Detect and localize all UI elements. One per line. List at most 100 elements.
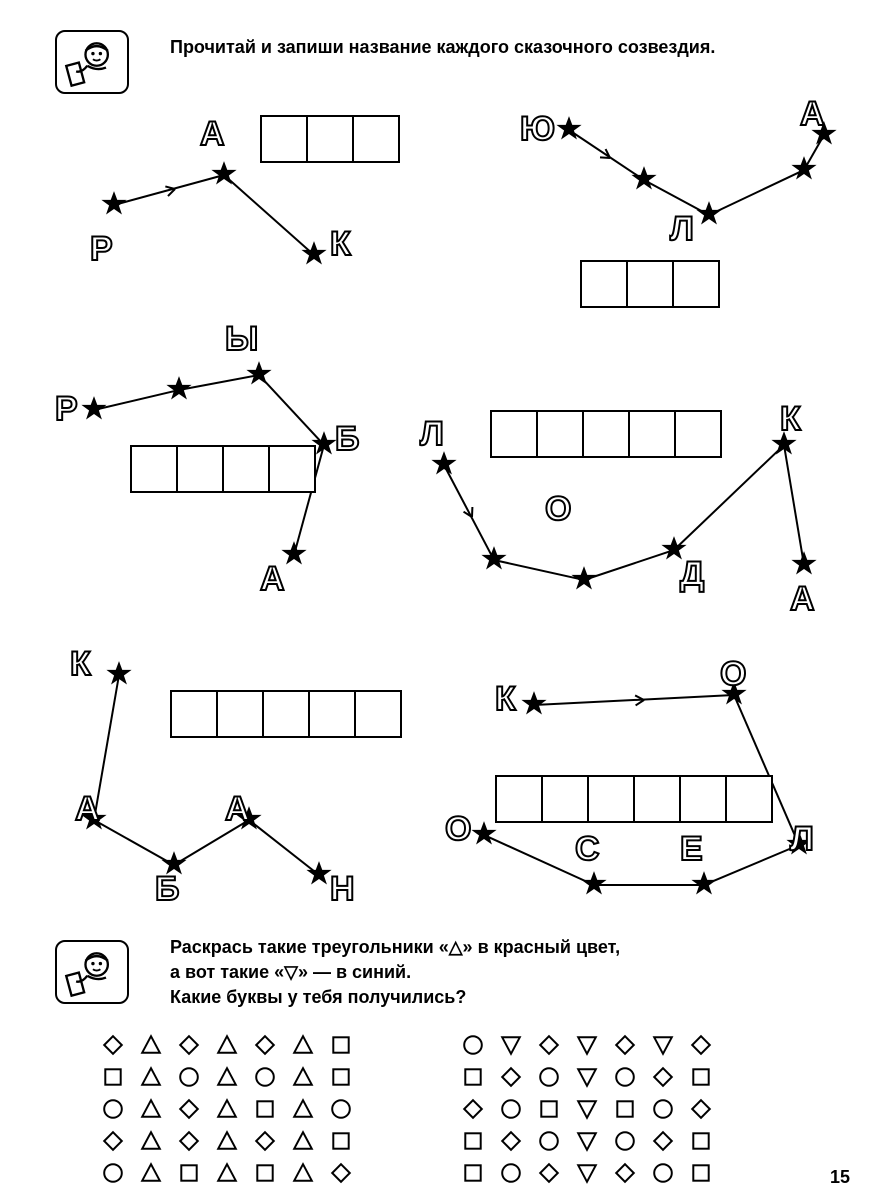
shape-c[interactable] xyxy=(500,1162,522,1184)
shape-c[interactable] xyxy=(538,1130,560,1152)
shape-v[interactable] xyxy=(652,1034,674,1056)
shape-c[interactable] xyxy=(500,1098,522,1120)
shape-d[interactable] xyxy=(330,1162,352,1184)
shape-d[interactable] xyxy=(538,1162,560,1184)
answer-boxes[interactable] xyxy=(495,775,773,823)
shape-s[interactable] xyxy=(690,1066,712,1088)
answer-cell[interactable] xyxy=(310,692,356,736)
shape-v[interactable] xyxy=(576,1066,598,1088)
shape-v[interactable] xyxy=(576,1130,598,1152)
shape-c[interactable] xyxy=(462,1034,484,1056)
shape-c[interactable] xyxy=(652,1098,674,1120)
shape-d[interactable] xyxy=(500,1130,522,1152)
shape-u[interactable] xyxy=(216,1034,238,1056)
answer-boxes[interactable] xyxy=(580,260,720,308)
shape-s[interactable] xyxy=(254,1098,276,1120)
answer-boxes[interactable] xyxy=(260,115,400,163)
shape-u[interactable] xyxy=(292,1130,314,1152)
shape-u[interactable] xyxy=(216,1098,238,1120)
shape-c[interactable] xyxy=(652,1162,674,1184)
answer-cell[interactable] xyxy=(356,692,400,736)
answer-cell[interactable] xyxy=(589,777,635,821)
answer-cell[interactable] xyxy=(538,412,584,456)
shape-u[interactable] xyxy=(140,1034,162,1056)
shape-c[interactable] xyxy=(102,1162,124,1184)
shape-u[interactable] xyxy=(216,1162,238,1184)
shape-s[interactable] xyxy=(462,1162,484,1184)
shape-d[interactable] xyxy=(500,1066,522,1088)
shape-d[interactable] xyxy=(538,1034,560,1056)
shape-u[interactable] xyxy=(216,1066,238,1088)
shape-c[interactable] xyxy=(254,1066,276,1088)
shape-s[interactable] xyxy=(462,1130,484,1152)
answer-cell[interactable] xyxy=(584,412,630,456)
answer-cell[interactable] xyxy=(264,692,310,736)
answer-cell[interactable] xyxy=(497,777,543,821)
shape-d[interactable] xyxy=(614,1162,636,1184)
shape-u[interactable] xyxy=(292,1162,314,1184)
answer-cell[interactable] xyxy=(172,692,218,736)
answer-cell[interactable] xyxy=(308,117,354,161)
shape-u[interactable] xyxy=(140,1098,162,1120)
shape-u[interactable] xyxy=(140,1130,162,1152)
shape-c[interactable] xyxy=(538,1066,560,1088)
answer-cell[interactable] xyxy=(492,412,538,456)
answer-cell[interactable] xyxy=(543,777,589,821)
shape-v[interactable] xyxy=(576,1098,598,1120)
answer-cell[interactable] xyxy=(674,262,718,306)
shape-v[interactable] xyxy=(576,1034,598,1056)
shape-d[interactable] xyxy=(178,1098,200,1120)
shape-d[interactable] xyxy=(254,1034,276,1056)
shape-u[interactable] xyxy=(140,1162,162,1184)
shape-d[interactable] xyxy=(462,1098,484,1120)
shape-d[interactable] xyxy=(690,1034,712,1056)
answer-cell[interactable] xyxy=(582,262,628,306)
shape-grid[interactable] xyxy=(455,1030,719,1188)
answer-cell[interactable] xyxy=(218,692,264,736)
shape-s[interactable] xyxy=(330,1066,352,1088)
shape-d[interactable] xyxy=(652,1130,674,1152)
shape-s[interactable] xyxy=(538,1098,560,1120)
answer-cell[interactable] xyxy=(630,412,676,456)
shape-s[interactable] xyxy=(330,1034,352,1056)
answer-boxes[interactable] xyxy=(490,410,722,458)
answer-boxes[interactable] xyxy=(170,690,402,738)
shape-u[interactable] xyxy=(292,1034,314,1056)
answer-cell[interactable] xyxy=(132,447,178,491)
shape-d[interactable] xyxy=(652,1066,674,1088)
answer-cell[interactable] xyxy=(262,117,308,161)
shape-u[interactable] xyxy=(216,1130,238,1152)
answer-cell[interactable] xyxy=(178,447,224,491)
shape-c[interactable] xyxy=(330,1098,352,1120)
shape-s[interactable] xyxy=(614,1098,636,1120)
shape-d[interactable] xyxy=(102,1034,124,1056)
shape-c[interactable] xyxy=(178,1066,200,1088)
shape-d[interactable] xyxy=(178,1034,200,1056)
shape-s[interactable] xyxy=(102,1066,124,1088)
shape-v[interactable] xyxy=(576,1162,598,1184)
answer-cell[interactable] xyxy=(224,447,270,491)
shape-c[interactable] xyxy=(614,1066,636,1088)
shape-s[interactable] xyxy=(690,1130,712,1152)
shape-d[interactable] xyxy=(102,1130,124,1152)
shape-s[interactable] xyxy=(254,1162,276,1184)
answer-cell[interactable] xyxy=(354,117,398,161)
shape-d[interactable] xyxy=(254,1130,276,1152)
shape-d[interactable] xyxy=(178,1130,200,1152)
shape-c[interactable] xyxy=(614,1130,636,1152)
shape-s[interactable] xyxy=(462,1066,484,1088)
shape-s[interactable] xyxy=(178,1162,200,1184)
answer-cell[interactable] xyxy=(681,777,727,821)
shape-u[interactable] xyxy=(292,1066,314,1088)
answer-cell[interactable] xyxy=(628,262,674,306)
answer-cell[interactable] xyxy=(270,447,314,491)
answer-cell[interactable] xyxy=(727,777,771,821)
shape-grid[interactable] xyxy=(95,1030,359,1188)
shape-c[interactable] xyxy=(102,1098,124,1120)
shape-s[interactable] xyxy=(690,1162,712,1184)
shape-v[interactable] xyxy=(500,1034,522,1056)
answer-cell[interactable] xyxy=(635,777,681,821)
answer-cell[interactable] xyxy=(676,412,720,456)
answer-boxes[interactable] xyxy=(130,445,316,493)
shape-d[interactable] xyxy=(614,1034,636,1056)
